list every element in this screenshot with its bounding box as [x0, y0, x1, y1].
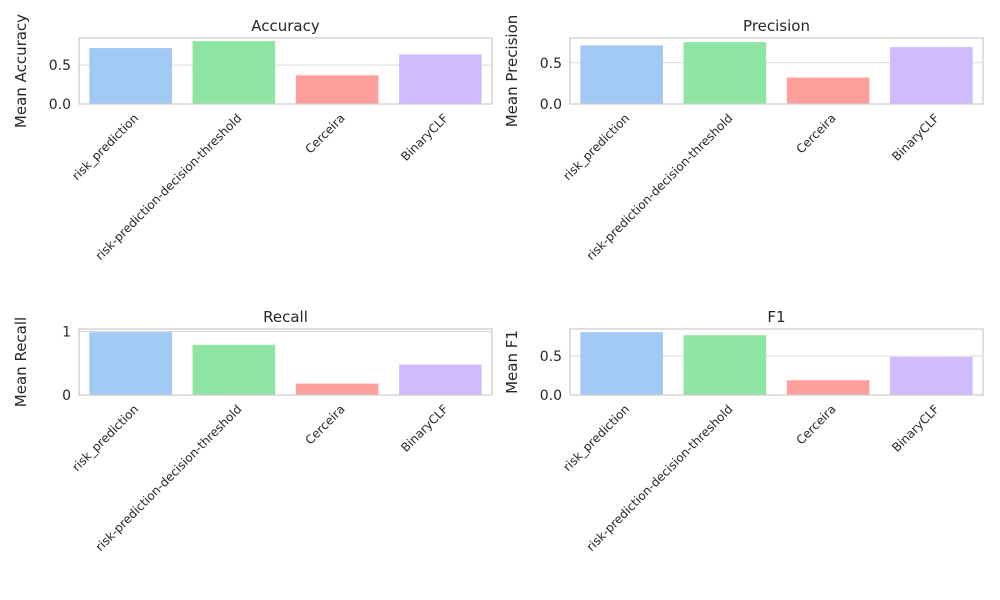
- x-tick-label: risk_prediction: [69, 402, 141, 474]
- x-tick-label: BinaryCLF: [889, 111, 942, 164]
- bar-cerceira: [295, 383, 379, 395]
- bar-risk-prediction-decision-threshold: [683, 42, 767, 104]
- x-tick-label: risk_prediction: [560, 402, 632, 474]
- precision-panel: 0.00.5risk_predictionrisk-prediction-dec…: [503, 15, 984, 263]
- x-tick-label: Cerceira: [793, 402, 838, 447]
- bar-risk-prediction: [89, 48, 172, 104]
- y-tick-label: 1: [62, 325, 71, 341]
- x-tick-label: Cerceira: [793, 111, 838, 156]
- bar-binaryclf: [399, 364, 482, 395]
- y-axis-label: Mean Recall: [12, 317, 30, 407]
- accuracy-panel: 0.00.5risk_predictionrisk-prediction-dec…: [12, 14, 493, 263]
- x-tick-label: BinaryCLF: [398, 111, 451, 164]
- y-tick-label: 0.0: [49, 97, 71, 113]
- y-axis-label: Mean Precision: [503, 15, 521, 128]
- f1-panel: 0.00.5risk_predictionrisk-prediction-dec…: [503, 308, 984, 554]
- y-tick-label: 0.5: [49, 58, 71, 74]
- bar-risk-prediction-decision-threshold: [192, 344, 276, 395]
- panel-title: F1: [767, 308, 785, 326]
- x-tick-label: risk_prediction: [560, 111, 632, 183]
- y-tick-label: 0.5: [540, 349, 562, 365]
- bar-risk-prediction-decision-threshold: [683, 335, 767, 395]
- recall-panel: 01risk_predictionrisk-prediction-decisio…: [12, 308, 493, 554]
- bar-risk-prediction: [580, 45, 663, 104]
- axes-frame: [569, 37, 984, 105]
- x-tick-label: Cerceira: [302, 111, 347, 156]
- panel-title: Precision: [743, 17, 810, 35]
- bar-binaryclf: [890, 47, 973, 104]
- y-tick-label: 0: [62, 388, 71, 404]
- bar-risk-prediction: [580, 332, 663, 395]
- bar-cerceira: [786, 380, 870, 395]
- bar-cerceira: [295, 75, 379, 104]
- axes-frame: [78, 328, 493, 396]
- y-tick-label: 0.0: [540, 97, 562, 113]
- axes-frame: [78, 37, 493, 105]
- axes-frame: [569, 328, 984, 396]
- bar-cerceira: [786, 77, 870, 104]
- y-axis-label: Mean F1: [503, 330, 521, 394]
- bar-risk-prediction: [89, 332, 172, 395]
- y-tick-label: 0.5: [540, 56, 562, 72]
- y-tick-label: 0.0: [540, 388, 562, 404]
- bar-binaryclf: [399, 54, 482, 104]
- panel-title: Recall: [263, 308, 308, 326]
- bar-risk-prediction-decision-threshold: [192, 41, 276, 104]
- x-tick-label: Cerceira: [302, 402, 347, 447]
- x-tick-label: risk_prediction: [69, 111, 141, 183]
- y-axis-label: Mean Accuracy: [12, 14, 30, 128]
- bar-binaryclf: [890, 356, 973, 395]
- x-tick-label: BinaryCLF: [398, 402, 451, 455]
- x-tick-label: BinaryCLF: [889, 402, 942, 455]
- panel-title: Accuracy: [251, 17, 320, 35]
